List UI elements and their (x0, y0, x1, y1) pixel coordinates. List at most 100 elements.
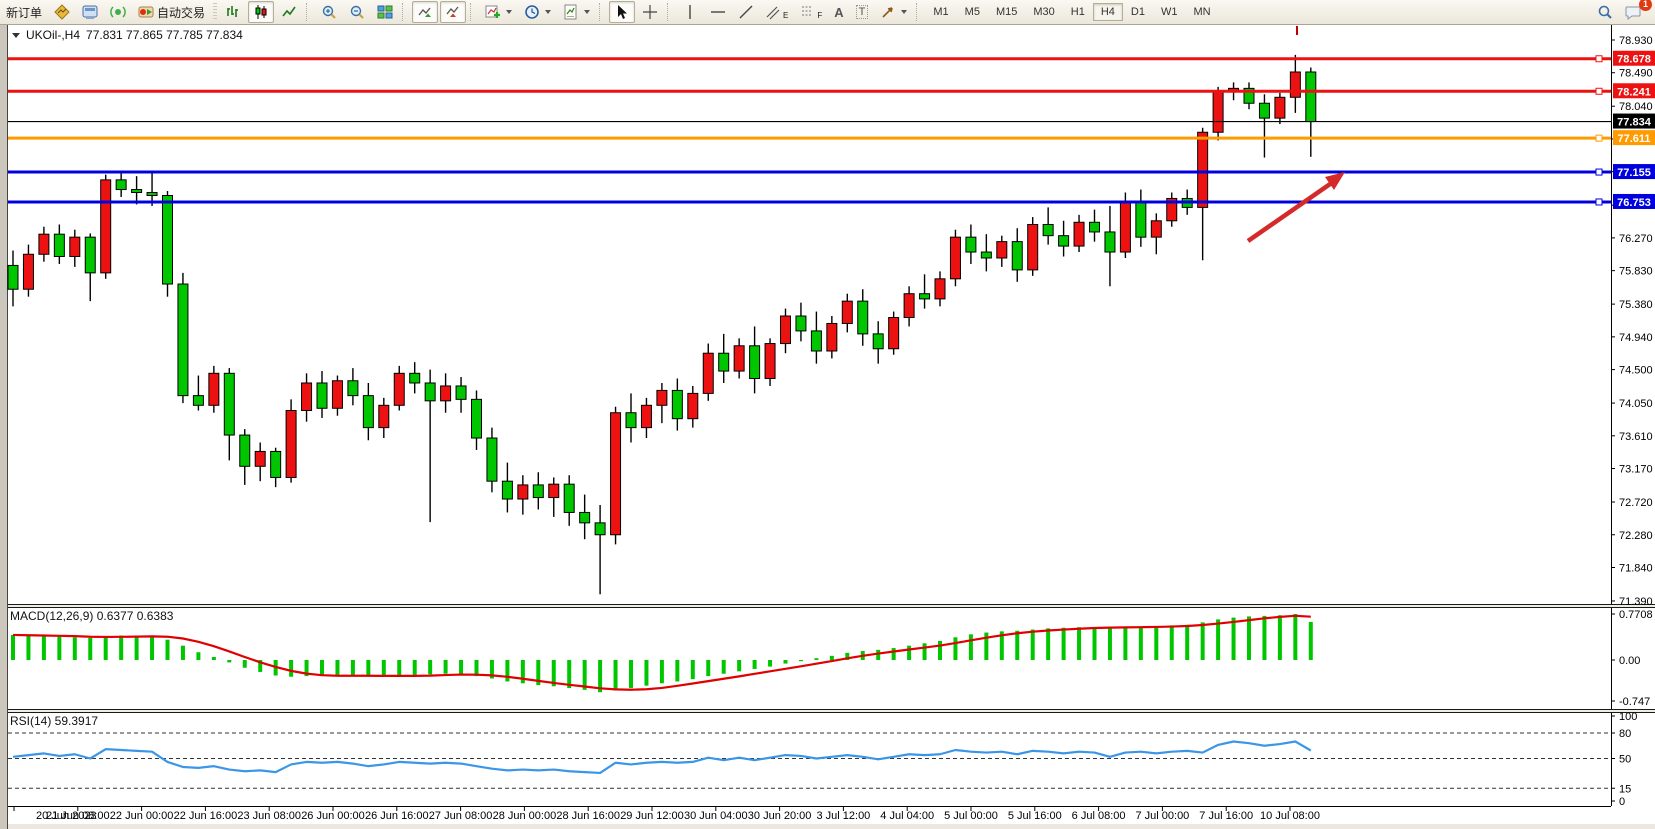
line-chart-icon (282, 6, 296, 17)
candle (702, 352, 714, 394)
trend-arrow-head[interactable] (1325, 172, 1345, 190)
community-button[interactable]: 1 (1620, 0, 1652, 23)
bar-chart-button[interactable] (220, 1, 246, 23)
time-tick-label: 23 Jun 08:00 (237, 810, 301, 822)
timeframe-m15[interactable]: M15 (995, 6, 1018, 18)
channel-button[interactable]: E (761, 1, 793, 23)
zoom-in-button[interactable] (316, 1, 342, 23)
timeframe-d1[interactable]: D1 (1130, 6, 1145, 18)
tile-windows-button[interactable] (372, 1, 398, 23)
text-icon: A (834, 4, 844, 20)
fibonacci-button[interactable]: F (795, 1, 827, 23)
level-price-label-text: 78.241 (1617, 86, 1651, 98)
candle (362, 395, 374, 429)
new-order-label: 新订单 (6, 5, 43, 20)
signals-icon (110, 6, 126, 18)
candle (1058, 235, 1070, 247)
level-line-handle[interactable] (1595, 168, 1603, 176)
indicators-button[interactable] (480, 1, 517, 23)
timeframe-mn[interactable]: MN (1193, 6, 1211, 18)
autotrading-icon (138, 6, 154, 18)
time-tick-label: 26 Jun 00:00 (301, 810, 365, 822)
periods-button[interactable] (519, 1, 556, 23)
search-button[interactable] (1592, 1, 1618, 23)
candle (563, 483, 575, 513)
window-bottom-strip (8, 824, 1655, 829)
chart-title[interactable]: UKOil-,H4 77.831 77.865 77.785 77.834 (12, 28, 243, 42)
timeframe-m5[interactable]: M5 (964, 6, 980, 18)
level-price-label-text: 77.611 (1617, 133, 1650, 145)
templates-button[interactable] (558, 1, 595, 23)
line-chart-button[interactable] (276, 1, 302, 23)
candle (1243, 87, 1255, 104)
text-label-button[interactable]: T (851, 2, 874, 22)
candle (223, 372, 235, 436)
vertical-line-icon (689, 5, 691, 19)
level-line-handle[interactable] (1595, 134, 1603, 142)
fibonacci-icon (802, 6, 813, 16)
toolbar-separator (599, 3, 605, 21)
rsi-axis-label: 50 (1619, 754, 1631, 766)
channel-icon (766, 6, 780, 20)
new-chart-button[interactable] (49, 1, 75, 23)
pane-splitter[interactable] (8, 605, 1655, 607)
candle (1274, 96, 1286, 119)
candle (671, 389, 683, 420)
chart-shift-button[interactable] (440, 1, 467, 23)
level-price-label-text: 78.678 (1617, 54, 1651, 66)
pane-splitter[interactable] (8, 710, 1655, 712)
candle (795, 315, 807, 332)
candle (687, 392, 699, 420)
arrows-button[interactable] (875, 1, 912, 23)
level-price-label (1613, 164, 1655, 180)
time-tick-label: 7 Jul 00:00 (1135, 810, 1189, 822)
zoom-in-icon (322, 5, 336, 19)
candle (378, 404, 390, 429)
autotrading-button[interactable]: 自动交易 (133, 1, 210, 24)
timeframe-h1[interactable]: H1 (1070, 6, 1085, 18)
timeframe-w1[interactable]: W1 (1160, 6, 1178, 18)
toolbar-separator (402, 3, 408, 21)
new-order-button[interactable]: 新订单 (1, 1, 47, 24)
candle (1258, 102, 1270, 119)
time-tick-label: 7 Jul 16:00 (1199, 810, 1253, 822)
signals-button[interactable] (105, 1, 131, 23)
crosshair-button[interactable] (637, 1, 663, 23)
candlestick-chart-button[interactable] (248, 1, 275, 23)
time-tick-label: 22 Jun 16:00 (174, 810, 238, 822)
candle (532, 484, 544, 499)
candle (640, 404, 652, 429)
horizontal-line-button[interactable] (705, 1, 731, 23)
trendline-button[interactable] (733, 1, 759, 23)
candle (100, 179, 112, 274)
zoom-out-button[interactable] (344, 1, 370, 23)
level-line-handle[interactable] (1595, 55, 1603, 63)
cursor-button[interactable] (609, 1, 636, 23)
text-button[interactable]: A (829, 2, 848, 23)
auto-scroll-button[interactable] (412, 1, 439, 23)
candle (146, 192, 158, 196)
terminal-icon (82, 5, 98, 19)
timeframe-m30[interactable]: M30 (1033, 6, 1055, 18)
price-tick-label: 73.170 (1619, 464, 1653, 476)
zoom-out-icon (350, 5, 364, 19)
level-price-label-text: 77.155 (1617, 167, 1651, 179)
candle (501, 480, 513, 500)
candle (1089, 221, 1100, 233)
level-price-label (1613, 83, 1655, 99)
arrows-icon (882, 7, 894, 18)
vertical-line-button[interactable] (677, 1, 703, 23)
level-line-handle[interactable] (1595, 87, 1603, 95)
timeframe-m1[interactable]: M1 (933, 6, 949, 18)
time-tick-label: 28 Jun 00:00 (493, 810, 557, 822)
level-line-handle[interactable] (1595, 198, 1603, 206)
trend-arrow[interactable] (1246, 180, 1335, 243)
candle (393, 372, 405, 406)
macd-axis-label: -0.747 (1619, 696, 1650, 708)
terminal-button[interactable] (77, 1, 103, 23)
candle (254, 450, 266, 467)
timeframe-h4[interactable]: H4 (1092, 3, 1123, 21)
toolbar-separator (916, 3, 922, 21)
